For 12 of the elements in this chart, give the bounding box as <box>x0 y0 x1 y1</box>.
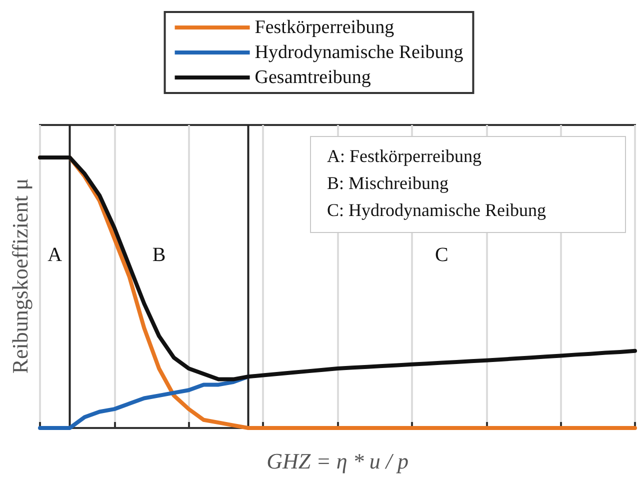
annotation: C <box>434 244 448 266</box>
legend-label: Festkörperreibung <box>254 17 395 38</box>
x-axis-title: GHZ = η * u / p <box>266 448 408 474</box>
annotation: A <box>48 244 63 266</box>
annotation: A: Festkörperreibung <box>327 145 482 168</box>
annotation: B: Mischreibung <box>327 172 450 195</box>
note-box: A: Festkörperreibung B: Mischreibung C: Hydrodynamische Reibung <box>310 136 626 233</box>
y-axis-title: Reibungskoeffizient μ <box>8 178 32 374</box>
legend-label: Hydrodynamische Reibung <box>254 42 464 63</box>
annotation: B <box>152 244 166 266</box>
annotation: C: Hydrodynamische Reibung <box>327 199 547 222</box>
legend-label: Gesamtreibung <box>254 67 372 88</box>
